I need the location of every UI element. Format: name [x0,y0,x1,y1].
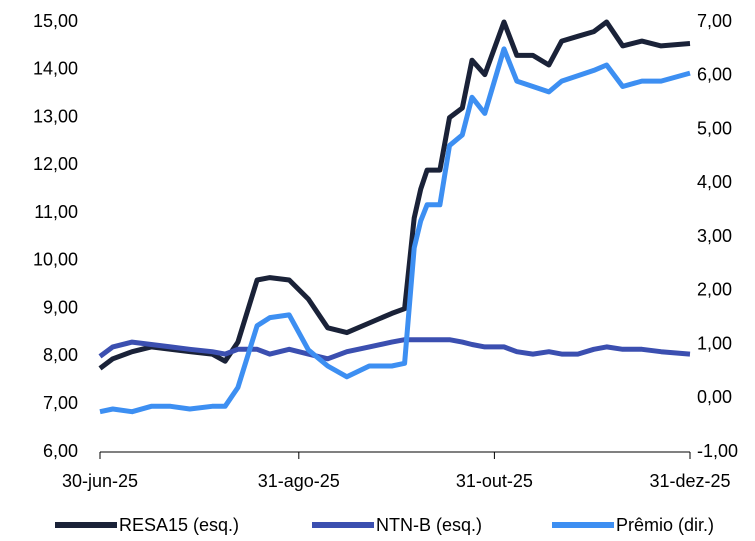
series-line [98,19,691,371]
x-tick-label: 31-ago-25 [258,471,340,491]
series-line [98,337,691,362]
y2-tick-label: -1,00 [697,441,738,461]
y2-tick-label: 0,00 [697,387,732,407]
x-tick-label: 30-jun-25 [62,471,138,491]
series-line [99,46,691,415]
y2-tick-label: 5,00 [697,118,732,138]
y2-tick-label: 2,00 [697,280,732,300]
y-tick-label: 14,00 [33,59,78,79]
y2-tick-label: 3,00 [697,226,732,246]
y-tick-label: 11,00 [34,202,78,222]
y2-tick-label: 7,00 [697,11,732,31]
y2-tick-label: 4,00 [697,172,732,192]
y-tick-label: 12,00 [33,154,78,174]
y-tick-label: 9,00 [43,297,78,317]
y-tick-label: 13,00 [33,106,78,126]
y2-tick-label: 1,00 [697,333,732,353]
y-tick-label: 6,00 [43,441,78,461]
x-tick-label: 31-out-25 [456,471,533,491]
y-tick-label: 10,00 [33,250,78,270]
y2-tick-label: 6,00 [697,65,732,85]
y-tick-label: 15,00 [33,11,78,31]
y-tick-label: 7,00 [43,393,78,413]
legend-label: RESA15 (esq.) [119,515,239,535]
legend-label: NTN-B (esq.) [376,515,482,535]
legend-label: Prêmio (dir.) [616,515,714,535]
y-tick-label: 8,00 [43,345,78,365]
x-tick-label: 31-dez-25 [649,471,730,491]
